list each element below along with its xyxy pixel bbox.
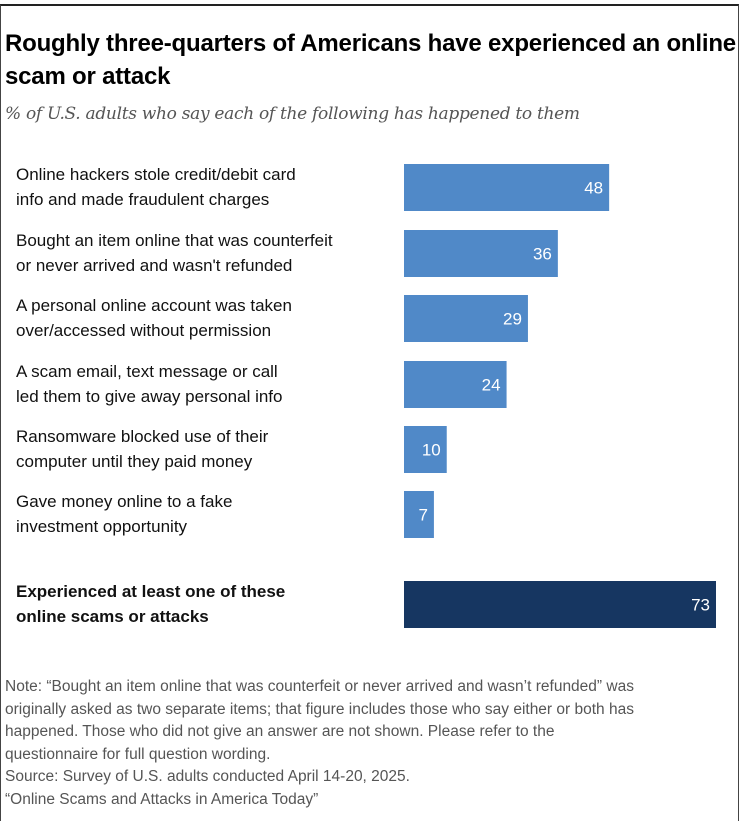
- chart-subtitle: % of U.S. adults who say each of the fol…: [5, 104, 580, 124]
- category-label: A personal online account was taken over/…: [16, 293, 396, 343]
- category-label-line: Online hackers stole credit/debit card: [16, 165, 296, 184]
- data-label: 10: [422, 441, 441, 460]
- source-line: Source: Survey of U.S. adults conducted …: [5, 768, 410, 785]
- report-title: “Online Scams and Attacks in America Tod…: [5, 790, 319, 808]
- category-label: Online hackers stole credit/debit card in…: [16, 162, 396, 212]
- bar: [404, 491, 434, 538]
- category-label: A scam email, text message or call led th…: [16, 359, 396, 409]
- category-label-line: Experienced at least one of these: [16, 582, 286, 601]
- data-label: 7: [418, 506, 427, 525]
- category-label-line: or never arrived and wasn't refunded: [16, 256, 293, 275]
- bar: [404, 230, 558, 277]
- data-label: 24: [482, 376, 501, 395]
- category-label-line: info and made fraudulent charges: [16, 190, 270, 209]
- category-label-line: A personal online account was taken: [16, 296, 292, 315]
- category-label-line: Gave money online to a fake: [16, 492, 233, 511]
- note-line: Note: “Bought an item online that was co…: [5, 678, 634, 695]
- category-label-line: over/accessed without permission: [16, 321, 272, 340]
- category-label-line: A scam email, text message or call: [16, 362, 278, 381]
- bar: [404, 361, 507, 408]
- category-label-line: Ransomware blocked use of their: [16, 427, 269, 446]
- category-label-line: computer until they paid money: [16, 452, 253, 471]
- bar: [404, 295, 528, 342]
- note-line: questionnaire for full question wording.: [5, 745, 271, 763]
- category-label-line: Bought an item online that was counterfe…: [16, 231, 333, 250]
- category-label-line: investment opportunity: [16, 517, 188, 536]
- chart-note: Note: “Bought an item online that was co…: [5, 676, 737, 811]
- data-label: 48: [584, 179, 603, 198]
- category-label: Bought an item online that was counterfe…: [16, 228, 396, 278]
- category-label: Ransomware blocked use of their computer …: [16, 424, 396, 474]
- data-label: 73: [691, 596, 710, 615]
- bar: [404, 164, 610, 211]
- category-label-total: Experienced at least one of these online …: [16, 579, 396, 629]
- bar: [404, 426, 447, 473]
- note-line: happened. Those who did not give an answ…: [5, 723, 555, 740]
- data-label: 36: [533, 245, 552, 264]
- bar-total: [404, 581, 716, 628]
- chart-title: Roughly three-quarters of Americans have…: [5, 30, 736, 90]
- note-line: originally asked as two separate items; …: [5, 700, 634, 718]
- category-label: Gave money online to a fake investment op…: [16, 489, 396, 539]
- category-label-line: online scams or attacks: [16, 607, 209, 626]
- category-label-line: led them to give away personal info: [16, 387, 283, 406]
- data-label: 29: [503, 310, 522, 329]
